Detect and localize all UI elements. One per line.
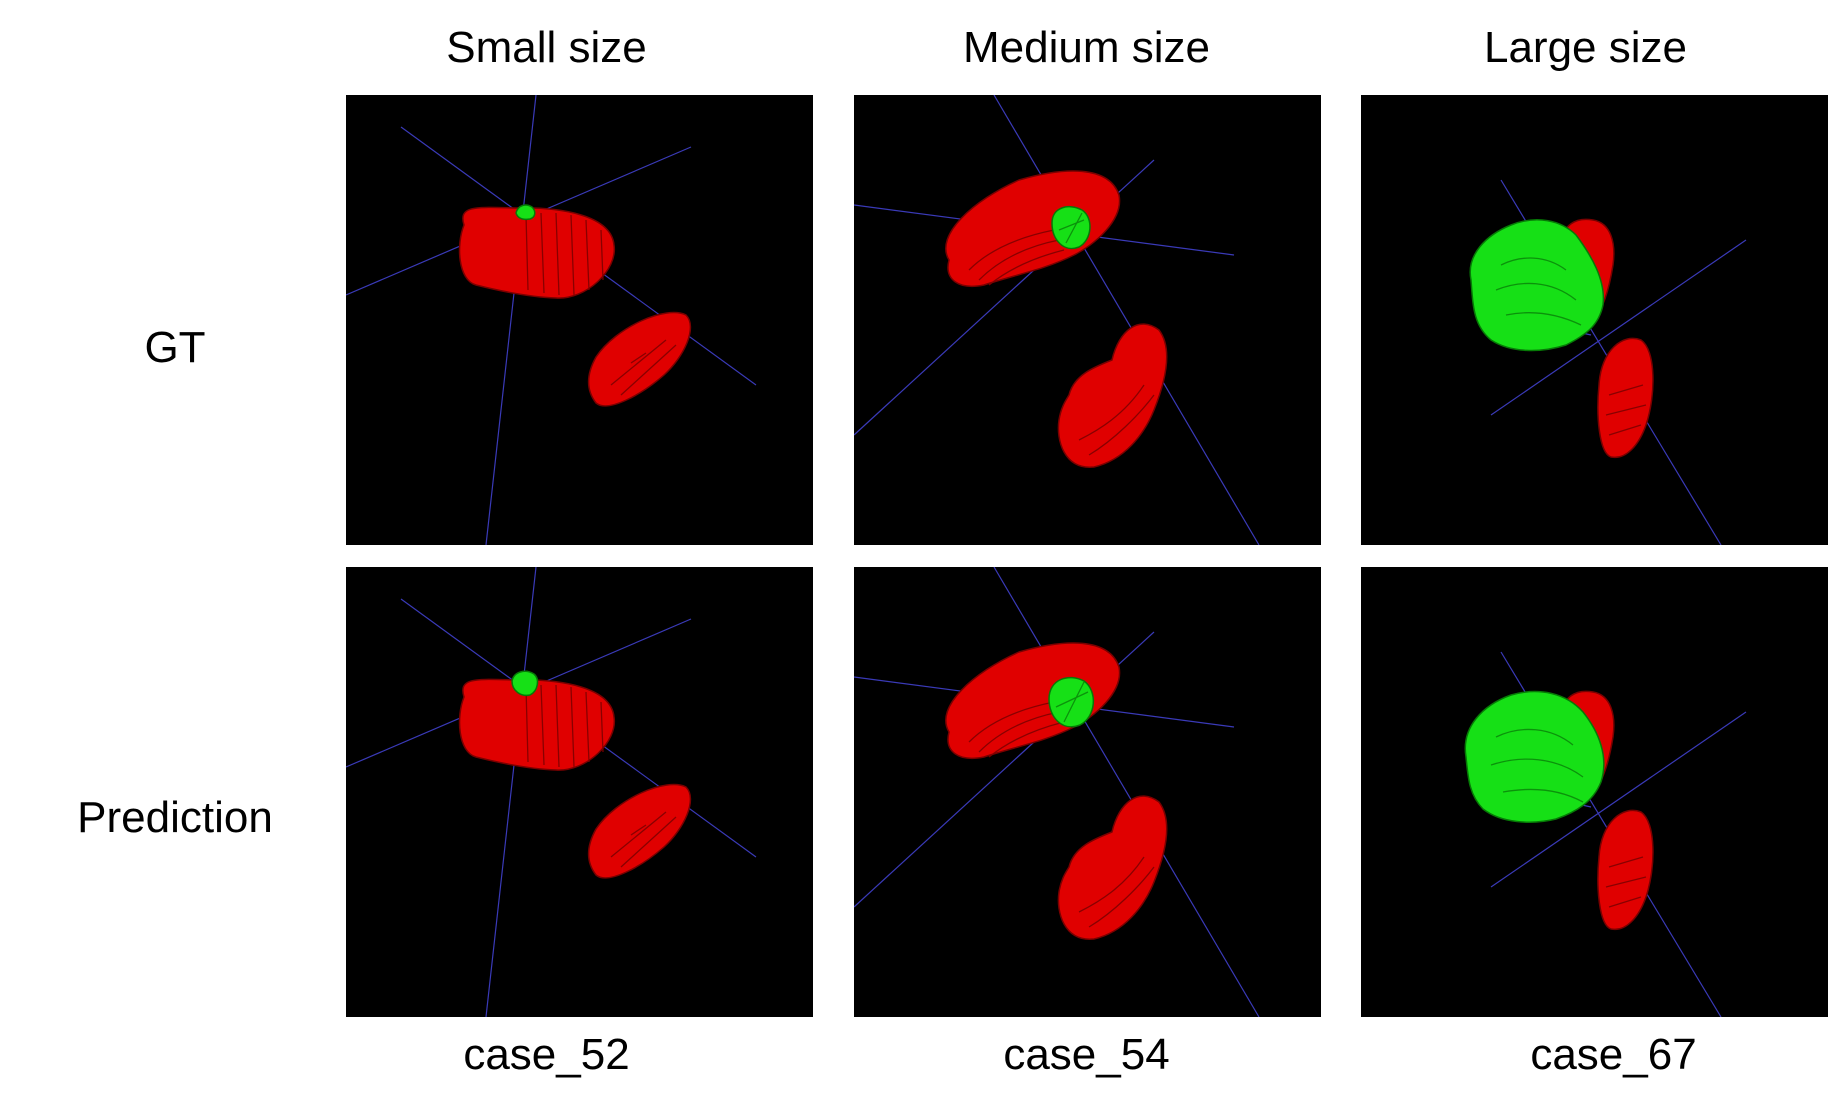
panel-gt-case-67 — [1361, 95, 1828, 545]
case-label-52: case_52 — [463, 1030, 630, 1079]
panel-prediction-case-52 — [346, 567, 813, 1017]
panel-prediction-case-54 — [854, 567, 1321, 1017]
render-gt-case-67 — [1469, 179, 1747, 545]
render-prediction-case-67 — [1464, 651, 1747, 1017]
case-label-67: case_67 — [1530, 1030, 1697, 1079]
column-header-small: Small size — [446, 23, 647, 72]
render-gt-case-52 — [346, 95, 757, 545]
render-prediction-case-54 — [854, 567, 1260, 1017]
column-header-large: Large size — [1483, 23, 1687, 72]
panel-prediction-case-67 — [1361, 567, 1828, 1017]
render-prediction-case-52 — [346, 567, 757, 1017]
case-label-54: case_54 — [1003, 1030, 1170, 1079]
panel-gt-case-52 — [346, 95, 813, 545]
panel-gt-case-54 — [854, 95, 1321, 545]
column-header-medium: Medium size — [963, 23, 1210, 72]
row-label-prediction: Prediction — [77, 793, 273, 842]
row-label-gt: GT — [144, 323, 206, 372]
render-gt-case-54 — [854, 95, 1260, 545]
